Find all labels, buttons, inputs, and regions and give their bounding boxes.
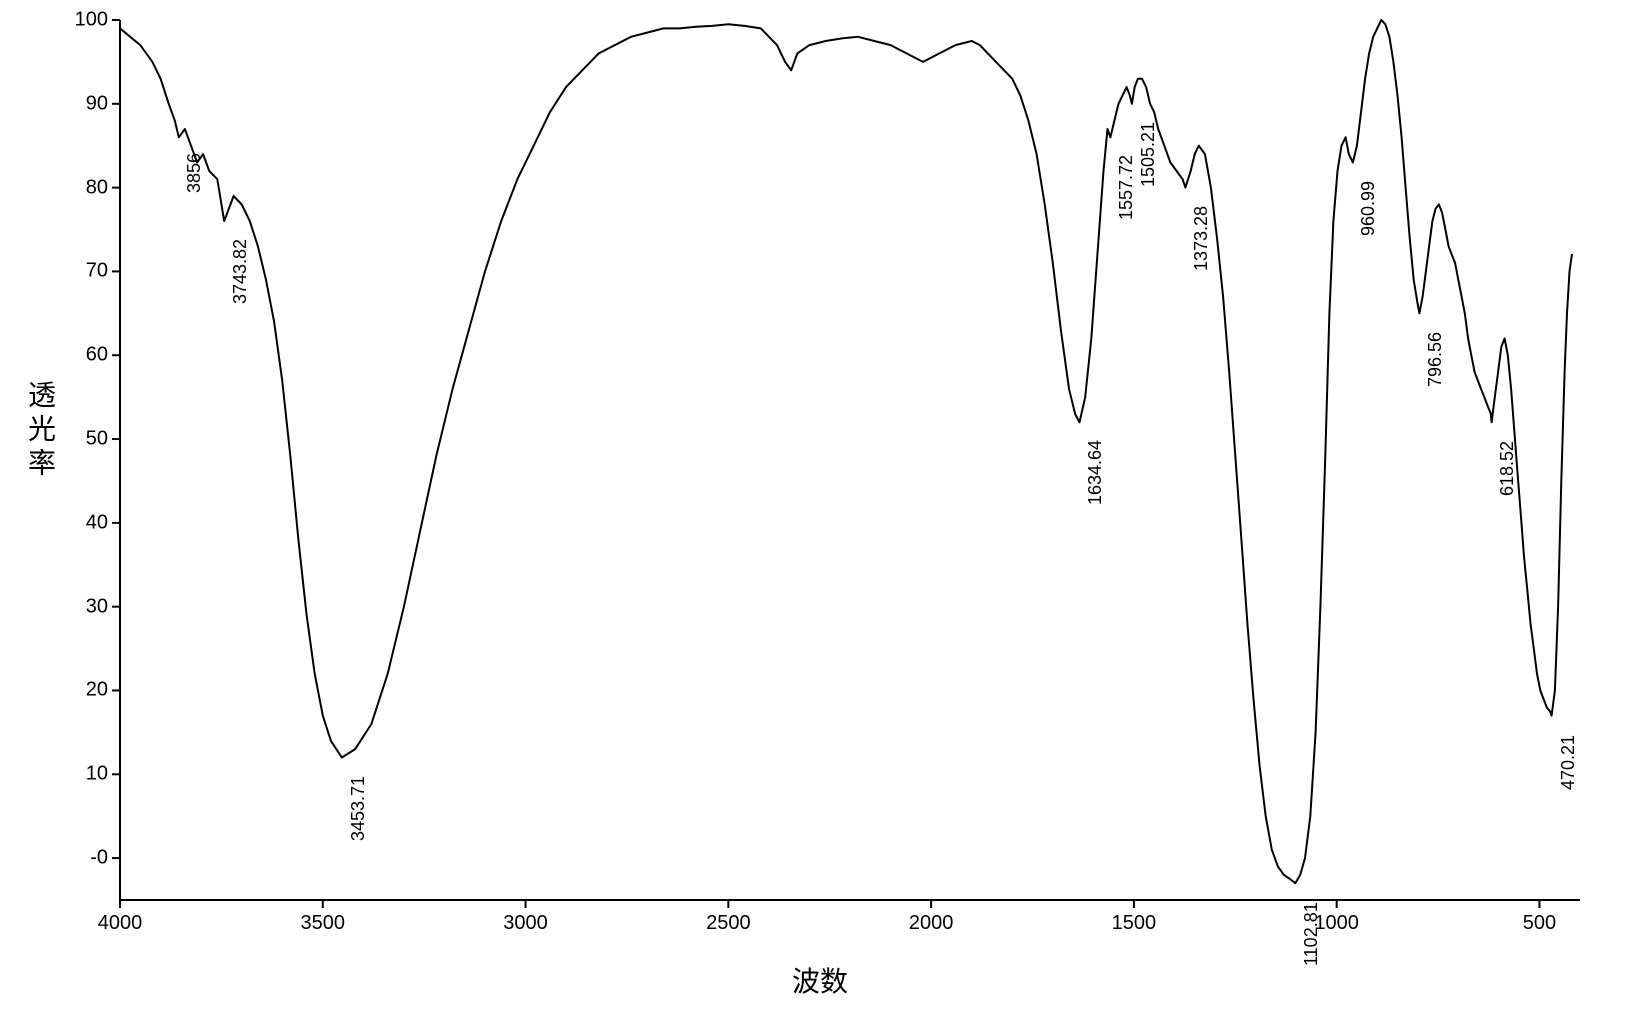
ir-spectrum-figure: 透光率 波数 4000350030002500200015001000500-0… (0, 0, 1632, 1023)
y-tick-label: 80 (68, 176, 108, 199)
y-tick-label: 40 (68, 511, 108, 534)
peak-label: 1505.21 (1138, 122, 1159, 187)
peak-label: 1373.28 (1191, 206, 1212, 271)
y-tick-label: 60 (68, 344, 108, 367)
peak-label: 470.21 (1558, 735, 1579, 790)
peak-label: 618.52 (1497, 441, 1518, 496)
y-tick-label: -0 (68, 847, 108, 870)
y-tick-label: 70 (68, 260, 108, 283)
y-tick-label: 50 (68, 428, 108, 451)
plot-svg (0, 0, 1632, 1023)
y-tick-label: 30 (68, 595, 108, 618)
peak-label: 796.56 (1425, 332, 1446, 387)
x-tick-label: 4000 (98, 912, 143, 935)
peak-label: 3743.82 (230, 239, 251, 304)
peak-label: 1102.81 (1301, 903, 1322, 967)
peak-label: 1634.64 (1085, 440, 1106, 505)
x-tick-label: 2500 (706, 912, 751, 935)
peak-label: 3856 (184, 153, 205, 193)
y-tick-label: 20 (68, 679, 108, 702)
y-tick-label: 90 (68, 92, 108, 115)
x-tick-label: 500 (1523, 912, 1556, 935)
x-tick-label: 3500 (301, 912, 346, 935)
y-tick-label: 10 (68, 763, 108, 786)
x-tick-label: 2000 (909, 912, 954, 935)
peak-label: 3453.71 (348, 775, 369, 840)
x-tick-label: 1500 (1112, 912, 1157, 935)
peak-label: 960.99 (1358, 181, 1379, 236)
y-tick-label: 100 (68, 9, 108, 32)
x-tick-label: 3000 (503, 912, 548, 935)
peak-label: 1557.72 (1116, 155, 1137, 220)
